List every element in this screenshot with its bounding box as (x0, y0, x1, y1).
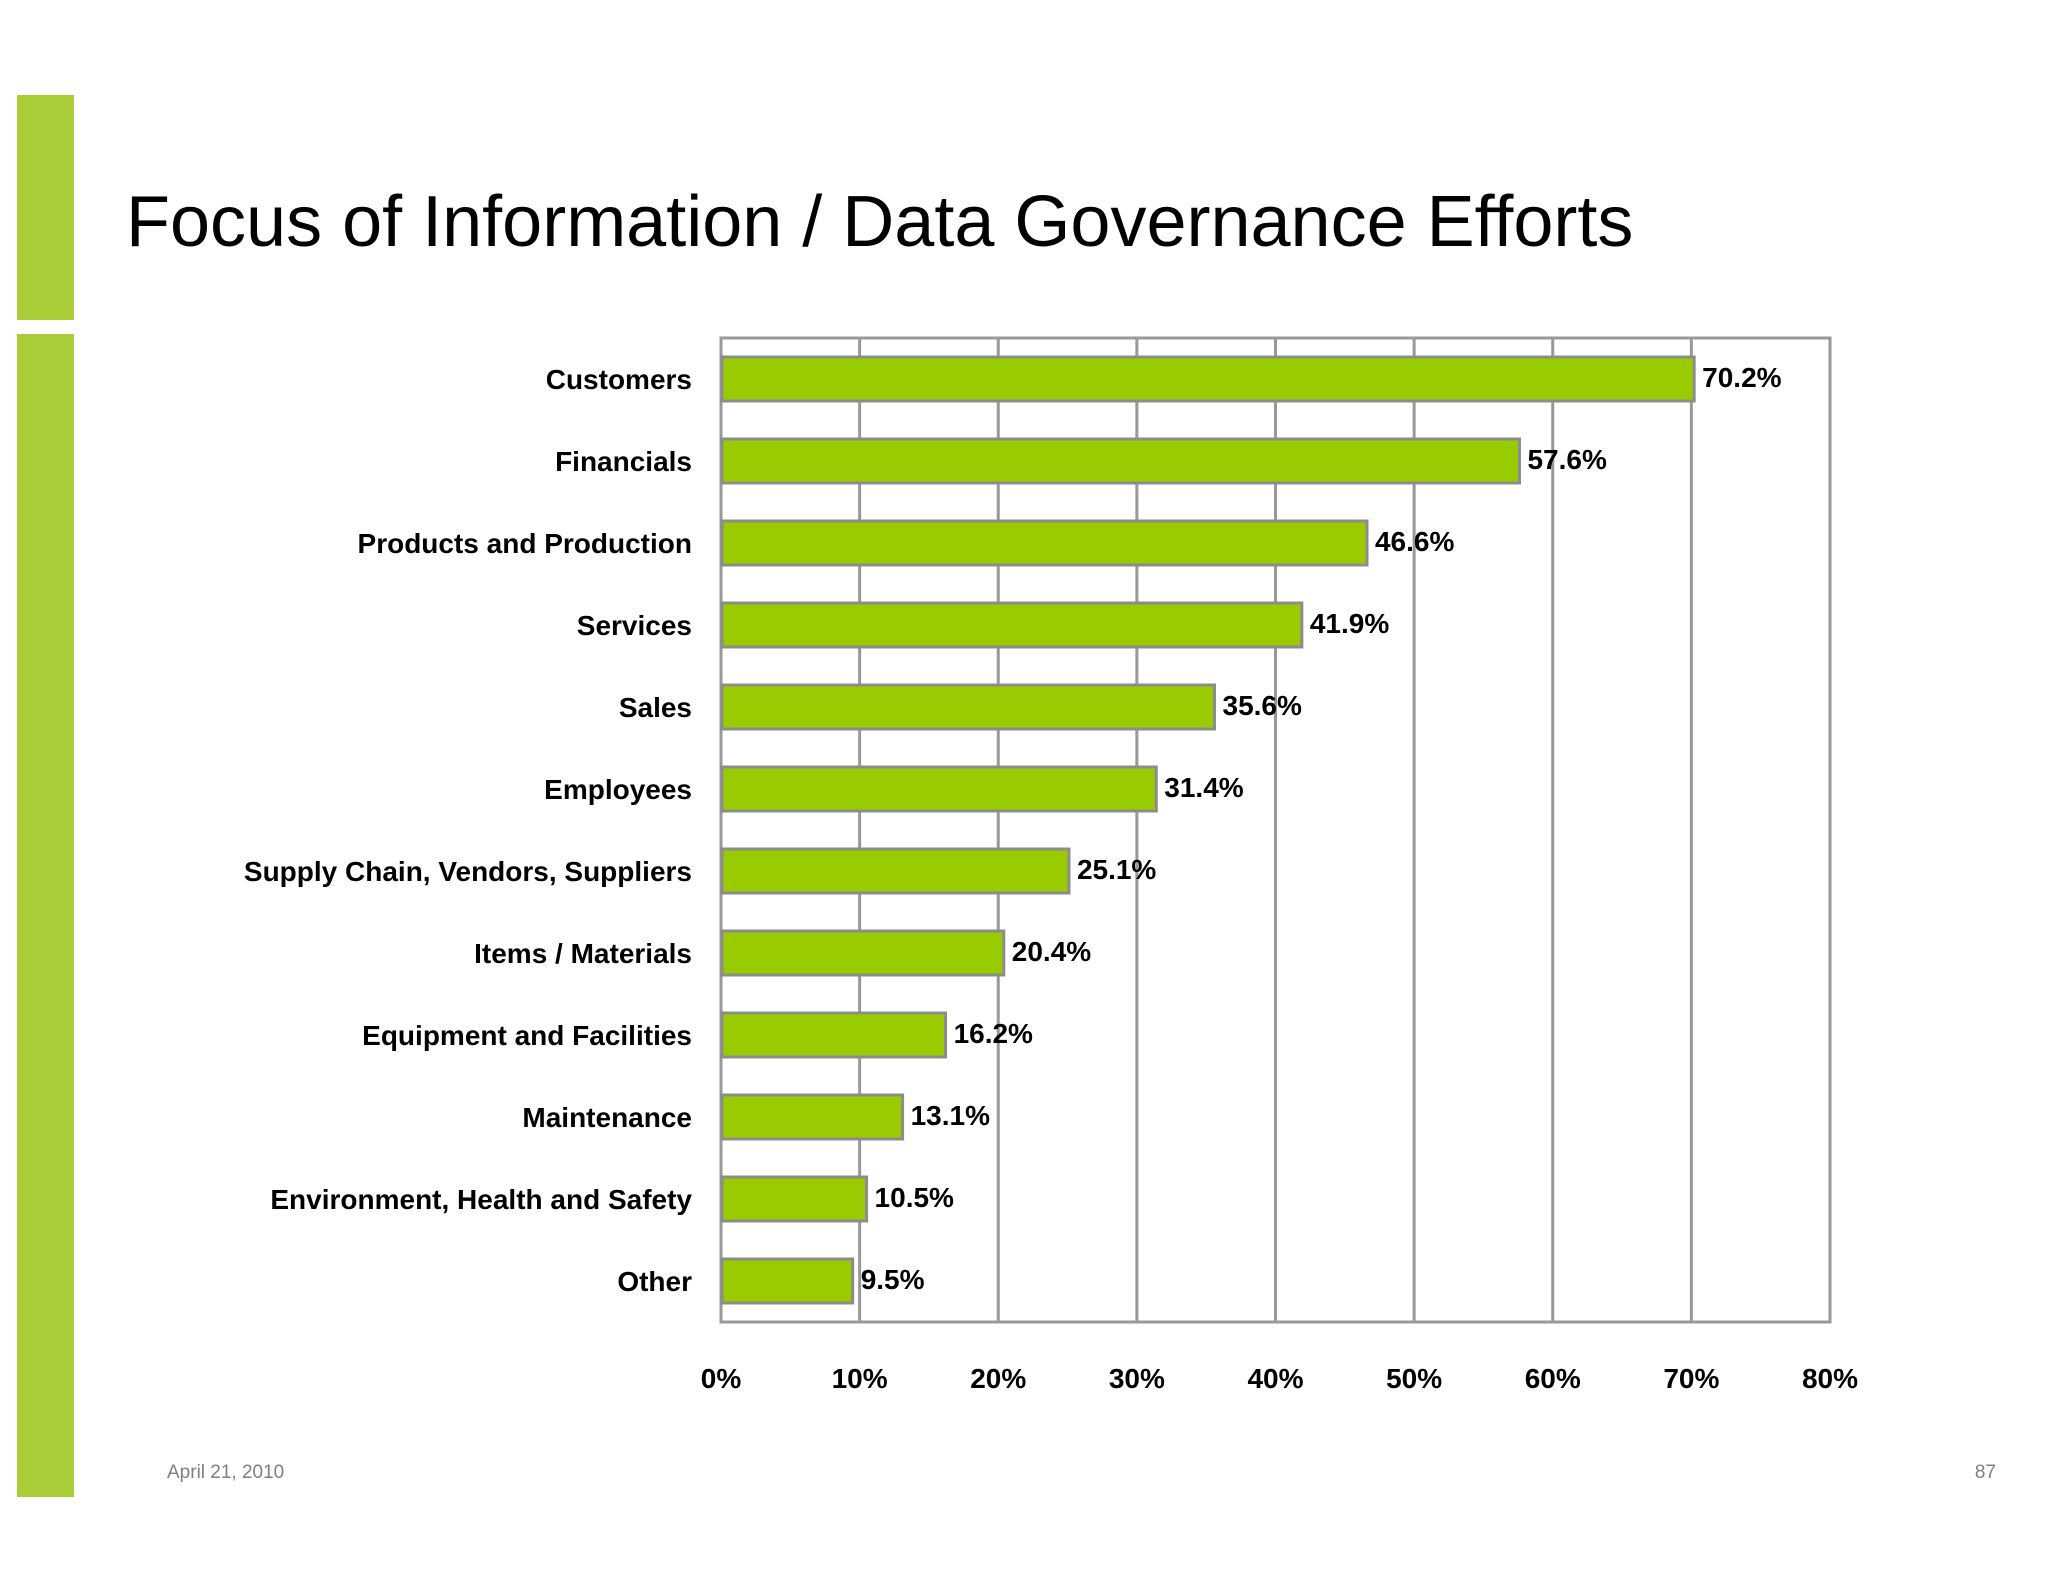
bar (720, 355, 1696, 403)
category-label: Items / Materials (474, 938, 692, 969)
slide-title: Focus of Information / Data Governance E… (126, 182, 1634, 262)
category-label: Maintenance (522, 1102, 692, 1133)
data-label: 16.2% (954, 1018, 1033, 1049)
x-tick-label: 20% (970, 1363, 1026, 1394)
x-tick-label: 50% (1386, 1363, 1442, 1394)
category-label: Environment, Health and Safety (270, 1184, 692, 1215)
data-label: 20.4% (1012, 936, 1091, 967)
x-tick-label: 80% (1802, 1363, 1858, 1394)
slide-date: April 21, 2010 (167, 1462, 285, 1483)
data-label: 10.5% (875, 1182, 954, 1213)
bar (720, 683, 1217, 731)
category-label: Sales (619, 692, 692, 723)
bar (720, 1175, 869, 1223)
bar (720, 601, 1304, 649)
x-tick-label: 0% (701, 1363, 742, 1394)
category-label: Products and Production (358, 528, 692, 559)
slide-page-number: 87 (1974, 1462, 1996, 1483)
x-tick-label: 40% (1247, 1363, 1303, 1394)
data-label: 46.6% (1375, 526, 1454, 557)
bar (720, 929, 1006, 977)
data-label: 25.1% (1077, 854, 1156, 885)
accent-bar-bottom (17, 334, 74, 1497)
bar (720, 437, 1521, 485)
bar (720, 847, 1071, 895)
bar (720, 1093, 905, 1141)
category-label: Customers (546, 364, 692, 395)
data-label: 70.2% (1702, 362, 1781, 393)
data-label: 31.4% (1164, 772, 1243, 803)
x-tick-label: 10% (832, 1363, 888, 1394)
data-label: 9.5% (861, 1264, 925, 1295)
x-tick-label: 70% (1663, 1363, 1719, 1394)
data-label: 13.1% (911, 1100, 990, 1131)
bar (720, 519, 1369, 567)
category-label: Services (577, 610, 692, 641)
bar (720, 765, 1158, 813)
category-label: Equipment and Facilities (362, 1020, 692, 1051)
data-label: 35.6% (1223, 690, 1302, 721)
category-label: Other (617, 1266, 692, 1297)
x-tick-label: 30% (1109, 1363, 1165, 1394)
category-label: Supply Chain, Vendors, Suppliers (244, 856, 692, 887)
x-tick-label: 60% (1525, 1363, 1581, 1394)
data-label: 41.9% (1310, 608, 1389, 639)
category-label: Employees (544, 774, 692, 805)
data-label: 57.6% (1527, 444, 1606, 475)
bar (720, 1257, 855, 1305)
accent-bar-top (17, 95, 74, 320)
category-label: Financials (555, 446, 692, 477)
bar (720, 1011, 948, 1059)
